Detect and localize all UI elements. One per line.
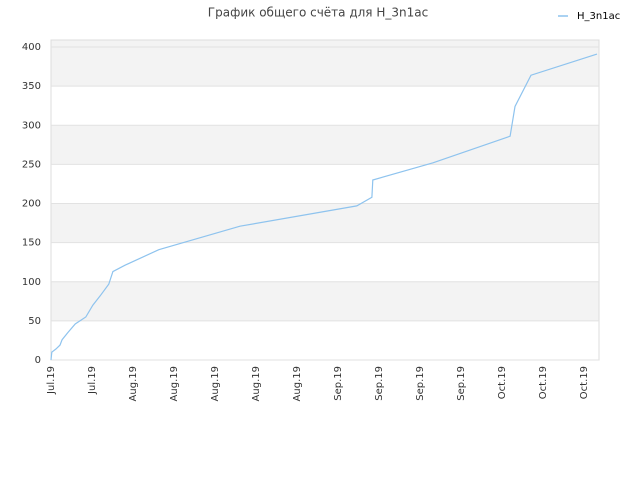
y-tick-label: 400 bbox=[22, 42, 41, 53]
y-tick-label: 150 bbox=[22, 238, 41, 249]
x-tick-label: Oct.19 bbox=[497, 366, 508, 399]
y-tick-label: 350 bbox=[22, 81, 41, 92]
y-tick-label: 250 bbox=[22, 159, 41, 170]
x-tick-label: Oct.19 bbox=[579, 366, 590, 399]
x-tick-label: Sep.19 bbox=[374, 366, 385, 401]
y-tick-label: 50 bbox=[28, 316, 41, 327]
line bbox=[50, 53, 598, 361]
legend-label: H_3n1ac bbox=[577, 11, 620, 22]
y-tick-label: 0 bbox=[35, 355, 41, 366]
x-tick-label: Aug.19 bbox=[251, 366, 262, 401]
band bbox=[51, 320, 599, 360]
x-tick-label: Aug.19 bbox=[292, 366, 303, 401]
y-tick-label: 100 bbox=[22, 277, 41, 288]
y-tick-label: 200 bbox=[22, 199, 41, 210]
x-tick-label: Aug.19 bbox=[128, 366, 139, 401]
x-tick-label: Aug.19 bbox=[169, 366, 180, 401]
x-tick-label: Jul.19 bbox=[46, 366, 57, 395]
band bbox=[51, 164, 599, 204]
x-tick-label: Sep.19 bbox=[333, 366, 344, 401]
x-tick-label: Oct.19 bbox=[538, 366, 549, 399]
chart-title: График общего счёта для H_3n1ac bbox=[208, 6, 428, 20]
x-tick-label: Jul.19 bbox=[87, 366, 98, 395]
band bbox=[51, 242, 599, 282]
y-tick-label: 300 bbox=[22, 120, 41, 131]
band bbox=[51, 86, 599, 126]
x-tick-label: Sep.19 bbox=[456, 366, 467, 401]
x-tick-label: Aug.19 bbox=[210, 366, 221, 401]
x-tick-label: Sep.19 bbox=[415, 366, 426, 401]
